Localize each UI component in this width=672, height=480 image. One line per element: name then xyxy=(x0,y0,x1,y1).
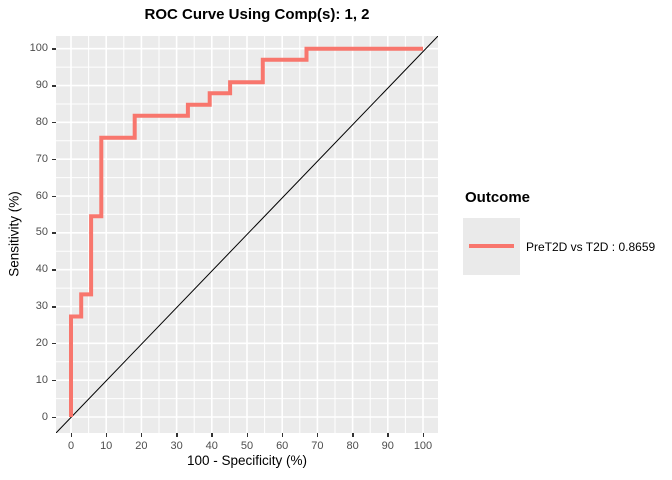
x-tick-mark xyxy=(281,433,284,437)
x-tick-mark xyxy=(105,433,108,437)
y-tick-label: 50 xyxy=(35,226,48,239)
x-tick-mark xyxy=(211,433,213,437)
x-tick-label: 10 xyxy=(100,440,113,452)
x-tick-mark xyxy=(176,433,178,437)
y-axis-title: Sensitivity (%) xyxy=(6,191,22,277)
y-tick-label: 30 xyxy=(35,300,48,312)
y-tick-mark xyxy=(52,416,56,418)
y-tick-label: 20 xyxy=(35,336,48,349)
x-tick-label: 90 xyxy=(381,440,394,452)
y-tick-mark xyxy=(52,269,56,271)
y-tick-mark xyxy=(52,306,56,308)
y-tick-label: 60 xyxy=(35,189,48,202)
x-tick-mark xyxy=(387,433,389,437)
chart-title: ROC Curve Using Comp(s): 1, 2 xyxy=(144,6,370,23)
x-tick-label: 40 xyxy=(205,440,218,452)
x-tick-mark xyxy=(246,433,248,437)
legend-key-box xyxy=(463,218,520,275)
x-tick-label: 20 xyxy=(135,440,148,452)
x-tick-mark xyxy=(352,433,354,437)
x-tick-label: 30 xyxy=(170,440,183,452)
y-tick-mark xyxy=(52,85,56,87)
x-tick-label: 60 xyxy=(276,440,289,452)
y-tick-label: 0 xyxy=(41,410,48,423)
x-tick-label: 50 xyxy=(240,440,254,452)
y-tick-mark xyxy=(52,195,56,198)
y-tick-mark xyxy=(52,232,56,234)
x-tick-mark xyxy=(422,433,424,437)
y-tick-mark xyxy=(52,48,56,50)
reference-diagonal-line xyxy=(56,36,438,433)
y-tick-label: 90 xyxy=(35,79,48,92)
x-tick-label: 0 xyxy=(67,440,75,452)
legend-entry-label: PreT2D vs T2D : 0.8659 xyxy=(526,240,656,254)
x-tick-label: 70 xyxy=(311,440,324,452)
x-tick-mark xyxy=(70,433,72,437)
x-tick-mark xyxy=(140,433,143,437)
y-tick-mark xyxy=(52,158,56,161)
x-axis-title: 100 - Specificity (%) xyxy=(186,453,308,468)
y-tick-label: 100 xyxy=(29,42,48,55)
y-tick-label: 40 xyxy=(35,263,48,276)
x-tick-mark xyxy=(316,433,319,437)
y-tick-mark xyxy=(52,379,56,382)
roc-plot-svg xyxy=(56,36,438,433)
legend-title: Outcome xyxy=(465,189,531,206)
x-tick-label: 100 xyxy=(413,440,433,452)
x-tick-label: 80 xyxy=(346,440,359,452)
y-tick-label: 70 xyxy=(35,152,48,165)
plot-panel xyxy=(56,36,438,433)
y-tick-label: 80 xyxy=(35,115,48,128)
roc-curve-line xyxy=(69,46,423,417)
y-tick-mark xyxy=(52,121,56,124)
y-tick-label: 10 xyxy=(35,373,48,386)
y-tick-mark xyxy=(52,342,56,345)
legend-key-line-swatch xyxy=(469,244,514,248)
